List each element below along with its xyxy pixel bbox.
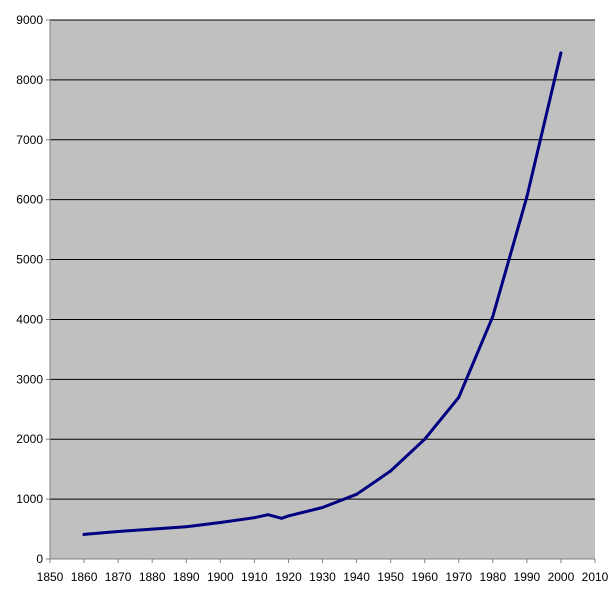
data-point xyxy=(266,513,270,517)
data-point xyxy=(286,514,290,518)
x-tick-label: 1940 xyxy=(343,570,370,584)
data-point xyxy=(252,516,256,520)
x-tick-label: 1860 xyxy=(71,570,98,584)
x-tick-label: 1980 xyxy=(479,570,506,584)
x-tick-label: 1910 xyxy=(241,570,268,584)
y-tick-label: 9000 xyxy=(16,13,43,27)
x-tick-label: 1900 xyxy=(207,570,234,584)
y-tick-label: 3000 xyxy=(16,372,43,386)
x-tick-label: 1920 xyxy=(275,570,302,584)
y-tick-label: 1000 xyxy=(16,492,43,506)
x-tick-label: 1950 xyxy=(377,570,404,584)
data-point xyxy=(82,532,86,536)
y-tick-label: 6000 xyxy=(16,193,43,207)
y-tick-label: 0 xyxy=(36,552,43,566)
x-tick-label: 2000 xyxy=(548,570,575,584)
y-tick-label: 4000 xyxy=(16,312,43,326)
data-point xyxy=(423,437,427,441)
gridlines xyxy=(50,19,595,500)
x-tick-label: 1850 xyxy=(37,570,64,584)
data-point xyxy=(321,505,324,509)
data-point xyxy=(389,469,393,473)
data-point xyxy=(457,395,461,399)
x-tick-label: 1930 xyxy=(309,570,336,584)
data-point xyxy=(491,314,495,318)
x-tick-label: 1990 xyxy=(514,570,541,584)
data-point xyxy=(184,525,188,529)
y-axis-ticks: 0 1000 2000 3000 4000 5000 6000 7000 8000 9000 xyxy=(16,13,50,566)
x-tick-label: 1960 xyxy=(411,570,438,584)
x-tick-label: 2010 xyxy=(582,570,609,584)
x-tick-label: 1870 xyxy=(105,570,132,584)
series-group xyxy=(82,51,563,536)
y-tick-label: 5000 xyxy=(16,253,43,267)
plot-area xyxy=(50,20,595,559)
x-axis-ticks: 1850 1860 1870 1880 1890 1900 1910 1920 1930 1940… xyxy=(37,559,609,584)
data-point xyxy=(218,520,222,524)
data-point xyxy=(355,492,359,496)
y-tick-label: 7000 xyxy=(16,133,43,147)
y-tick-label: 2000 xyxy=(16,432,43,446)
x-tick-label: 1890 xyxy=(173,570,200,584)
data-point xyxy=(116,529,120,533)
x-tick-label: 1970 xyxy=(445,570,472,584)
data-point xyxy=(150,527,154,531)
data-point xyxy=(559,51,563,55)
x-tick-label: 1880 xyxy=(139,570,166,584)
data-point xyxy=(280,516,284,520)
y-tick-label: 8000 xyxy=(16,73,43,87)
data-point xyxy=(525,195,529,199)
